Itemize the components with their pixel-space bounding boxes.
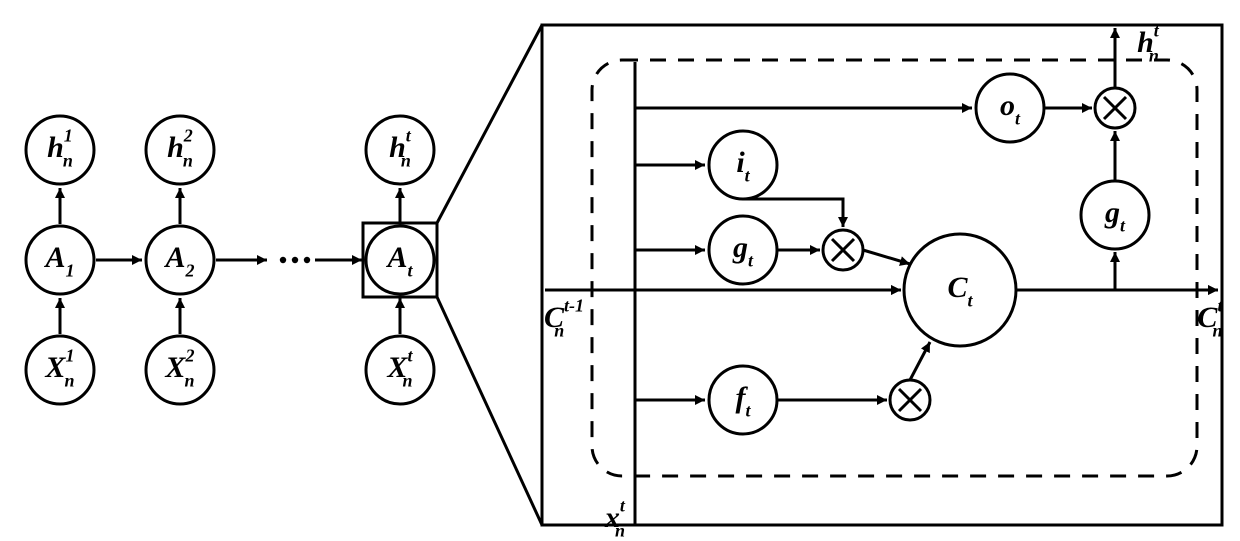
node-h-label: h1n	[47, 126, 73, 171]
node-X-t-label: Xtn	[386, 346, 413, 391]
C-out-label: Ctn	[1197, 296, 1223, 341]
node-h-label: h2n	[167, 126, 193, 171]
gate-g2-label: gt	[1104, 196, 1126, 236]
gate-f-label: ft	[735, 381, 751, 421]
node-X-label: X1n	[44, 346, 74, 391]
detail-box	[542, 25, 1222, 525]
edge-m_ig-C	[863, 250, 910, 264]
node-h-t-label: htn	[389, 126, 412, 171]
node-A-label: A1	[43, 241, 74, 281]
node-X-label: X2n	[164, 346, 194, 391]
zoom-connector-bottom	[437, 297, 542, 525]
node-A-t-label: At	[385, 241, 413, 281]
gate-o-label: ot	[1000, 89, 1021, 129]
ellipsis-dot	[280, 257, 286, 263]
node-A-label: A2	[163, 241, 194, 281]
ellipsis-dot	[304, 257, 310, 263]
gate-i-label: it	[736, 146, 750, 186]
edge-i-m_ig	[743, 199, 843, 227]
ellipsis-dot	[292, 257, 298, 263]
xnt-label: xtn	[604, 496, 626, 541]
C-in-label: Ct-1n	[544, 296, 584, 341]
edge-m_fC-C	[910, 342, 930, 380]
zoom-connector-top	[437, 25, 542, 223]
lstm-diagram: h1n A1 X1n h2n A2 X2n htn At Xtn xtn Ct-1n Ctn it gt f…	[0, 0, 1240, 541]
gate-g-label: gt	[732, 231, 754, 271]
cell-C-label: Ct	[947, 271, 973, 311]
